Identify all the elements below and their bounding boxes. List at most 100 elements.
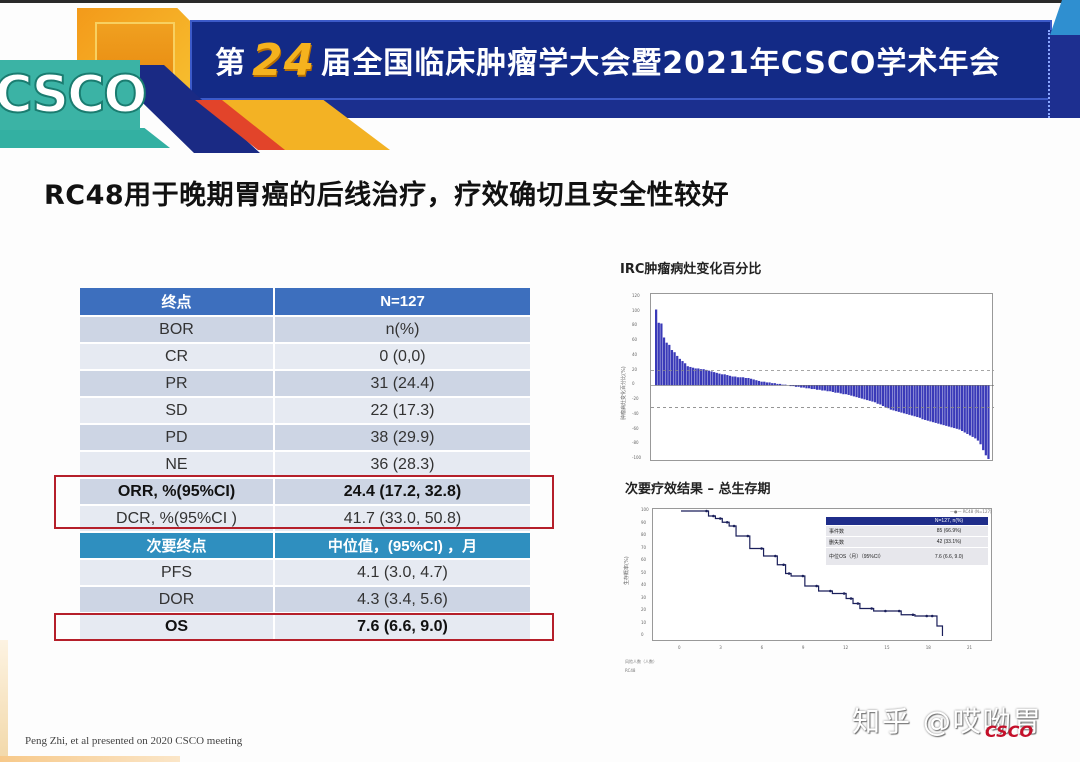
header-cell: N=127 bbox=[275, 288, 530, 315]
km-risk-table-label: 风险人数（人数） bbox=[625, 659, 657, 664]
waterfall-plot bbox=[651, 309, 994, 459]
bottom-strip bbox=[0, 756, 180, 762]
waterfall-chart-title: IRC肿瘤病灶变化百分比 bbox=[620, 262, 762, 277]
table-cell: 0 (0,0) bbox=[275, 344, 530, 369]
y-tick-label: -40 bbox=[632, 410, 639, 416]
y-tick-label: 30 bbox=[641, 594, 647, 600]
banner-cap bbox=[1050, 0, 1080, 35]
table-cell: 24.4 (17.2, 32.8) bbox=[275, 479, 530, 504]
km-inset-row: 中位OS（月）（95%CI） 7.6 (6.6, 9.0) bbox=[826, 548, 988, 566]
conference-banner: CSCO 第 24 届全国临床肿瘤学大会暨2021年CSCO学术年会 bbox=[0, 0, 1080, 160]
banner-title: 第 24 届全国临床肿瘤学大会暨2021年CSCO学术年会 bbox=[215, 30, 1000, 90]
x-tick-label: 15 bbox=[884, 645, 890, 650]
y-tick-label: 100 bbox=[632, 307, 640, 313]
km-inset-cell: 中位OS（月）（95%CI） bbox=[829, 554, 884, 560]
waterfall-chart bbox=[650, 293, 994, 461]
table-cell: DCR, %(95%CI ) bbox=[80, 506, 275, 531]
header-cell: 次要终点 bbox=[80, 533, 275, 558]
table-cell: 41.7 (33.0, 50.8) bbox=[275, 506, 530, 531]
x-tick-label: 6 bbox=[760, 645, 764, 650]
table-cell: 22 (17.3) bbox=[275, 398, 530, 423]
km-inset-cell: 85 (66.9%) bbox=[936, 528, 962, 534]
banner-side-panel bbox=[1048, 30, 1080, 118]
table-cell: 7.6 (6.6, 9.0) bbox=[275, 614, 530, 639]
km-legend: —●— RC48 (N=127) bbox=[950, 509, 992, 514]
y-tick-label: 40 bbox=[632, 351, 638, 357]
km-chart-title: 次要疗效结果 – 总生存期 bbox=[625, 482, 771, 497]
table-cell: 4.3 (3.4, 5.6) bbox=[275, 587, 530, 612]
csco-mini-logo: CSCO bbox=[985, 722, 1034, 741]
table-cell: PR bbox=[80, 371, 275, 396]
table-row: SD 22 (17.3) bbox=[80, 396, 530, 423]
banner-title-prefix: 第 bbox=[215, 46, 246, 81]
y-tick-label: 80 bbox=[641, 532, 647, 537]
km-inset-cell: 7.6 (6.6, 9.0) bbox=[934, 553, 964, 560]
table-row: BOR n(%) bbox=[80, 315, 530, 342]
table-cell: NE bbox=[80, 452, 275, 477]
table-row: NE 36 (28.3) bbox=[80, 450, 530, 477]
reference-note: Peng Zhi, et al presented on 2020 CSCO m… bbox=[25, 735, 243, 747]
banner-underlay bbox=[190, 98, 1055, 118]
km-inset-row: 删失数 42 (33.1%) bbox=[826, 537, 988, 548]
table-cell: BOR bbox=[80, 317, 275, 342]
y-tick-label: 60 bbox=[632, 337, 638, 343]
table-cell: DOR bbox=[80, 587, 275, 612]
table-cell: CR bbox=[80, 344, 275, 369]
y-tick-label: 40 bbox=[641, 582, 647, 587]
x-tick-label: 9 bbox=[801, 645, 805, 650]
efficacy-table: 终点 N=127 BOR n(%) CR 0 (0,0) PR 31 (24.4… bbox=[80, 288, 530, 639]
table-cell: 31 (24.4) bbox=[275, 371, 530, 396]
table-row: CR 0 (0,0) bbox=[80, 342, 530, 369]
y-tick-label: 0 bbox=[641, 632, 644, 637]
table-cell: SD bbox=[80, 398, 275, 423]
km-y-label: 生存概率(%) bbox=[624, 556, 630, 585]
csco-logo: CSCO bbox=[0, 60, 148, 130]
y-tick-label: 120 bbox=[632, 293, 640, 298]
table-row: DOR 4.3 (3.4, 5.6) bbox=[80, 585, 530, 612]
logo-base bbox=[0, 128, 170, 148]
table-row-orr: ORR, %(95%CI) 24.4 (17.2, 32.8) bbox=[80, 477, 530, 504]
y-tick-label: 70 bbox=[641, 544, 647, 550]
km-inset-row: 事件数 85 (66.9%) bbox=[826, 526, 988, 537]
table-cell: n(%) bbox=[275, 317, 530, 342]
header-cell: 终点 bbox=[80, 288, 275, 315]
km-inset-header: N=127, n(%) bbox=[826, 517, 988, 526]
header-cell: 中位值，(95%CI) ，月 bbox=[275, 533, 530, 558]
watermark: 知乎 @哎呦胃 bbox=[852, 705, 1043, 738]
csco-logo-text: CSCO bbox=[0, 64, 148, 126]
x-tick-label: 0 bbox=[678, 645, 681, 650]
y-tick-label: 60 bbox=[641, 557, 647, 562]
table-row: PR 31 (24.4) bbox=[80, 369, 530, 396]
top-edge bbox=[0, 0, 1080, 3]
table-cell: 4.1 (3.0, 4.7) bbox=[275, 560, 530, 585]
x-tick-label: 12 bbox=[843, 645, 849, 650]
km-inset-cell: 删失数 bbox=[829, 539, 845, 546]
table-cell: 36 (28.3) bbox=[275, 452, 530, 477]
y-tick-label: 80 bbox=[632, 322, 638, 328]
banner-title-panel bbox=[190, 20, 1052, 100]
y-tick-label: 10 bbox=[641, 619, 647, 625]
km-inset-table: N=127, n(%) 事件数 85 (66.9%) 删失数 42 (33.1%… bbox=[826, 517, 988, 566]
table-header: 终点 N=127 bbox=[80, 288, 530, 315]
y-tick-label: 100 bbox=[641, 507, 649, 512]
banner-session-number: 24 bbox=[252, 34, 316, 86]
km-plot bbox=[681, 509, 944, 636]
km-inset-cell: 42 (33.1%) bbox=[936, 539, 962, 545]
y-tick-label: 50 bbox=[641, 569, 647, 575]
y-tick-label: -80 bbox=[632, 440, 639, 446]
y-tick-label: 0 bbox=[632, 381, 635, 387]
table-cell: PD bbox=[80, 425, 275, 450]
y-tick-label: -60 bbox=[632, 425, 639, 431]
km-risk-table-row: RC48 bbox=[625, 668, 636, 673]
km-inset-cell bbox=[826, 517, 907, 525]
y-tick-label: -100 bbox=[632, 455, 642, 460]
table-row: PFS 4.1 (3.0, 4.7) bbox=[80, 558, 530, 585]
waterfall-y-label: 肿瘤病灶变化百分比(%) bbox=[621, 366, 627, 420]
table-row-dcr: DCR, %(95%CI ) 41.7 (33.0, 50.8) bbox=[80, 504, 530, 531]
x-tick-label: 21 bbox=[966, 645, 973, 650]
slide-title: RC48用于晚期胃癌的后线治疗，疗效确切且安全性较好 bbox=[44, 180, 730, 211]
x-tick-label: 18 bbox=[925, 645, 931, 650]
y-tick-label: 90 bbox=[641, 519, 647, 525]
table-row-os: OS 7.6 (6.6, 9.0) bbox=[80, 612, 530, 639]
table-cell: OS bbox=[80, 614, 275, 639]
